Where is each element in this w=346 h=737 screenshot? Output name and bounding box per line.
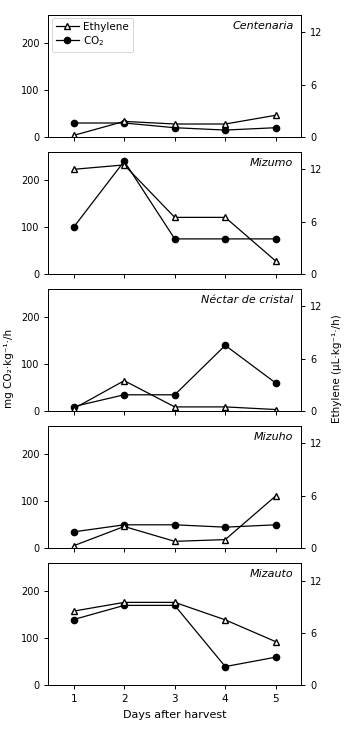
Text: Mizumo: Mizumo bbox=[250, 158, 293, 168]
Text: mg CO₂·kg⁻¹·/h: mg CO₂·kg⁻¹·/h bbox=[4, 329, 13, 408]
Text: Mizuho: Mizuho bbox=[254, 432, 293, 442]
Text: Ethylene (μL·kg⁻¹·/h): Ethylene (μL·kg⁻¹·/h) bbox=[333, 314, 342, 423]
Text: Centenaria: Centenaria bbox=[232, 21, 293, 31]
X-axis label: Days after harvest: Days after harvest bbox=[123, 710, 227, 720]
Text: Mizauto: Mizauto bbox=[250, 569, 293, 579]
Text: Néctar de cristal: Néctar de cristal bbox=[201, 295, 293, 305]
Legend: Ethylene, CO$_2$: Ethylene, CO$_2$ bbox=[52, 18, 133, 52]
